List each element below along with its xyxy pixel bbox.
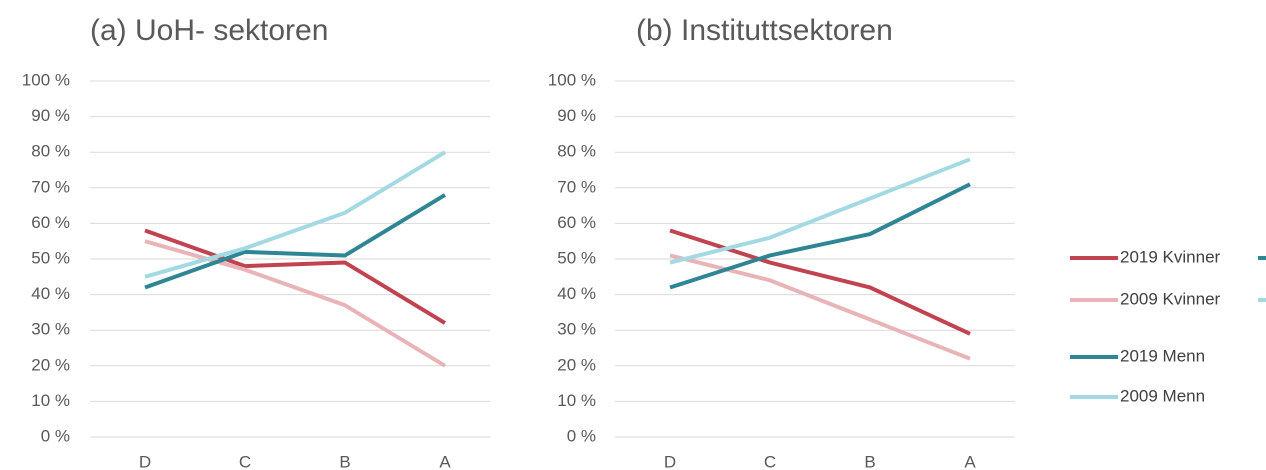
series-line [669, 157, 971, 265]
series-line [144, 239, 447, 368]
y-tick-label: 50 % [31, 248, 70, 267]
y-tick-label: 0 % [567, 426, 596, 445]
y-tick-label: 40 % [31, 284, 70, 303]
x-tick-label: D [139, 452, 151, 470]
series-line [144, 228, 447, 325]
y-tick-label: 10 % [31, 391, 70, 410]
y-tick-label: 100 % [22, 70, 70, 89]
y-tick-label: 0 % [41, 426, 70, 445]
y-tick-label: 80 % [557, 142, 596, 161]
y-tick-label: 60 % [31, 213, 70, 232]
y-tick-label: 30 % [31, 320, 70, 339]
legend-label: 2019 Menn [1120, 346, 1205, 365]
y-tick-label: 70 % [31, 177, 70, 196]
series-line [144, 193, 447, 290]
y-tick-label: 10 % [557, 391, 596, 410]
legend-label: 2009 Menn [1120, 386, 1205, 405]
x-tick-label: C [764, 452, 776, 470]
y-tick-label: 90 % [31, 106, 70, 125]
y-tick-label: 100 % [548, 70, 596, 89]
x-tick-label: A [964, 452, 976, 470]
x-tick-label: C [239, 452, 251, 470]
series-line [669, 228, 971, 336]
y-tick-label: 80 % [31, 142, 70, 161]
series-line [669, 182, 971, 290]
y-tick-label: 30 % [557, 320, 596, 339]
chart-title: (a) UoH- sektoren [90, 14, 328, 47]
x-tick-label: B [339, 452, 350, 470]
y-tick-label: 40 % [557, 284, 596, 303]
chart-title: (b) Instituttsektoren [636, 14, 893, 47]
y-tick-label: 60 % [557, 213, 596, 232]
x-tick-label: D [664, 452, 676, 470]
y-tick-label: 90 % [557, 106, 596, 125]
series-line [669, 253, 971, 361]
series-line [144, 150, 447, 279]
y-tick-label: 50 % [557, 248, 596, 267]
legend-label: 2019 Kvinner [1120, 247, 1221, 266]
x-tick-label: B [864, 452, 875, 470]
x-tick-label: A [439, 452, 451, 470]
y-tick-label: 20 % [31, 355, 70, 374]
legend-label: 2009 Kvinner [1120, 289, 1221, 308]
y-tick-label: 20 % [557, 355, 596, 374]
y-tick-label: 70 % [557, 177, 596, 196]
